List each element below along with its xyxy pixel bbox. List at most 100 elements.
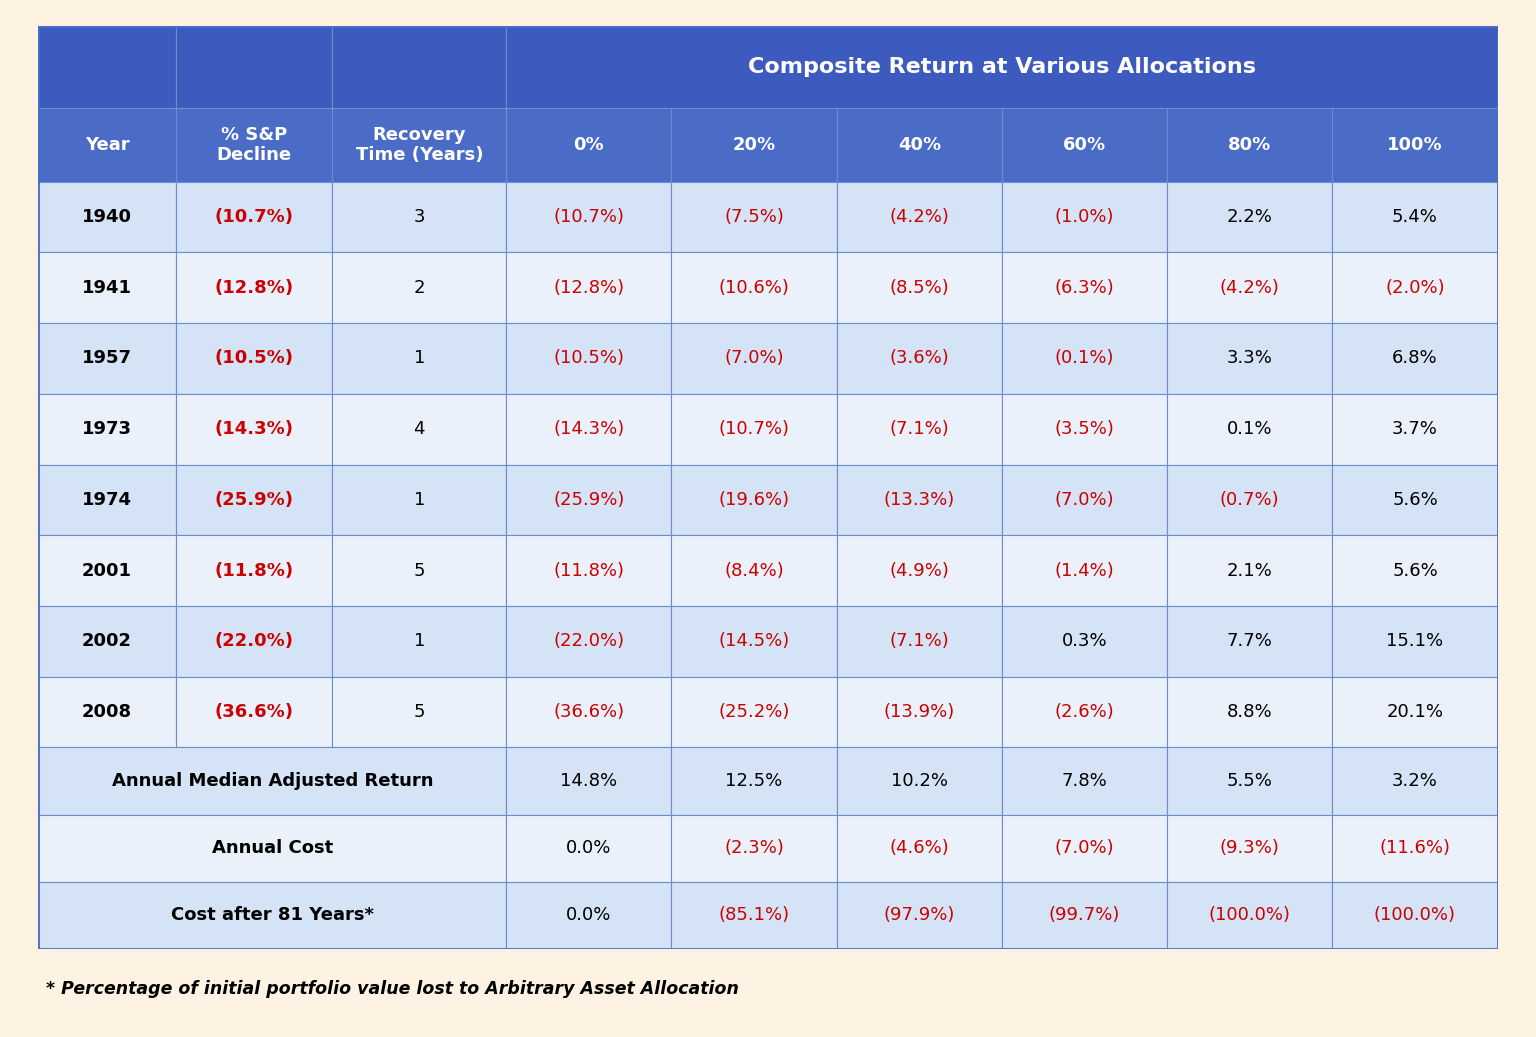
Bar (175, 606, 332, 677)
Bar (175, 324, 332, 394)
Bar (1167, 606, 1332, 677)
Bar (38, 252, 175, 324)
Bar (507, 324, 671, 394)
Text: (10.7%): (10.7%) (719, 420, 790, 439)
Text: (19.6%): (19.6%) (719, 491, 790, 509)
Text: 1940: 1940 (81, 208, 132, 226)
Bar (507, 108, 671, 181)
Bar (671, 677, 837, 748)
Text: (97.9%): (97.9%) (883, 906, 955, 924)
Text: (25.9%): (25.9%) (215, 491, 293, 509)
Bar (1332, 394, 1498, 465)
Text: 2.2%: 2.2% (1227, 208, 1273, 226)
Text: 0.3%: 0.3% (1061, 633, 1107, 650)
Text: * Percentage of initial portfolio value lost to Arbitrary Asset Allocation: * Percentage of initial portfolio value … (46, 980, 739, 998)
Bar (175, 26, 332, 108)
Text: 2.1%: 2.1% (1227, 562, 1273, 580)
Bar (1332, 181, 1498, 252)
Bar (1167, 108, 1332, 181)
Bar (1001, 252, 1167, 324)
Bar (332, 252, 507, 324)
Bar (671, 252, 837, 324)
Text: (2.3%): (2.3%) (723, 839, 783, 858)
Bar (1001, 324, 1167, 394)
Text: (7.1%): (7.1%) (889, 420, 949, 439)
Text: 0.1%: 0.1% (1227, 420, 1272, 439)
Bar (38, 394, 175, 465)
Text: (7.0%): (7.0%) (1055, 491, 1114, 509)
Text: 1: 1 (413, 491, 425, 509)
Text: 5.5%: 5.5% (1227, 772, 1273, 790)
Text: 5: 5 (413, 703, 425, 721)
Text: 60%: 60% (1063, 136, 1106, 153)
Bar (837, 606, 1001, 677)
Bar (1332, 465, 1498, 535)
Text: % S&P
Decline: % S&P Decline (217, 125, 292, 165)
Bar (837, 535, 1001, 606)
Text: (1.0%): (1.0%) (1055, 208, 1114, 226)
Text: 1957: 1957 (81, 349, 132, 367)
Text: (1.4%): (1.4%) (1055, 562, 1115, 580)
Text: 0.0%: 0.0% (567, 906, 611, 924)
Bar (671, 748, 837, 815)
Text: 5.6%: 5.6% (1392, 491, 1438, 509)
Bar (1167, 535, 1332, 606)
Bar (1332, 324, 1498, 394)
Text: 2001: 2001 (81, 562, 132, 580)
Bar (671, 606, 837, 677)
Bar (837, 394, 1001, 465)
Bar (332, 535, 507, 606)
Bar (837, 324, 1001, 394)
Bar (38, 108, 175, 181)
Bar (332, 181, 507, 252)
Bar (38, 324, 175, 394)
Bar (1001, 748, 1167, 815)
Bar (837, 748, 1001, 815)
Bar (1001, 815, 1167, 881)
Text: (10.6%): (10.6%) (719, 279, 790, 297)
Text: (4.9%): (4.9%) (889, 562, 949, 580)
Bar (332, 324, 507, 394)
Text: (85.1%): (85.1%) (719, 906, 790, 924)
Bar (1167, 252, 1332, 324)
Bar (1332, 535, 1498, 606)
Text: (0.1%): (0.1%) (1055, 349, 1114, 367)
Bar (1001, 881, 1167, 949)
Bar (507, 252, 671, 324)
Text: (99.7%): (99.7%) (1049, 906, 1120, 924)
Bar (38, 881, 507, 949)
Text: Year: Year (84, 136, 129, 153)
Text: (4.6%): (4.6%) (889, 839, 949, 858)
Bar (1332, 606, 1498, 677)
Text: (7.0%): (7.0%) (1055, 839, 1114, 858)
Bar (1332, 815, 1498, 881)
Text: (25.9%): (25.9%) (553, 491, 625, 509)
Bar (1167, 465, 1332, 535)
Bar (507, 815, 671, 881)
Text: (10.5%): (10.5%) (215, 349, 293, 367)
Text: 100%: 100% (1387, 136, 1442, 153)
Text: Cost after 81 Years*: Cost after 81 Years* (170, 906, 373, 924)
Text: (25.2%): (25.2%) (719, 703, 790, 721)
Text: 5.4%: 5.4% (1392, 208, 1438, 226)
Bar (38, 606, 175, 677)
Bar (507, 748, 671, 815)
Text: (4.2%): (4.2%) (889, 208, 949, 226)
Text: 3.3%: 3.3% (1227, 349, 1273, 367)
Text: (3.5%): (3.5%) (1055, 420, 1115, 439)
Text: (14.3%): (14.3%) (215, 420, 293, 439)
Bar (1167, 324, 1332, 394)
Bar (671, 465, 837, 535)
Text: (6.3%): (6.3%) (1055, 279, 1115, 297)
Text: (100.0%): (100.0%) (1375, 906, 1456, 924)
Bar (671, 181, 837, 252)
Bar (671, 324, 837, 394)
Bar (837, 465, 1001, 535)
Bar (175, 252, 332, 324)
Bar (175, 465, 332, 535)
Text: 20%: 20% (733, 136, 776, 153)
Bar (837, 108, 1001, 181)
Bar (38, 748, 507, 815)
Text: 1: 1 (413, 633, 425, 650)
Text: 5.6%: 5.6% (1392, 562, 1438, 580)
